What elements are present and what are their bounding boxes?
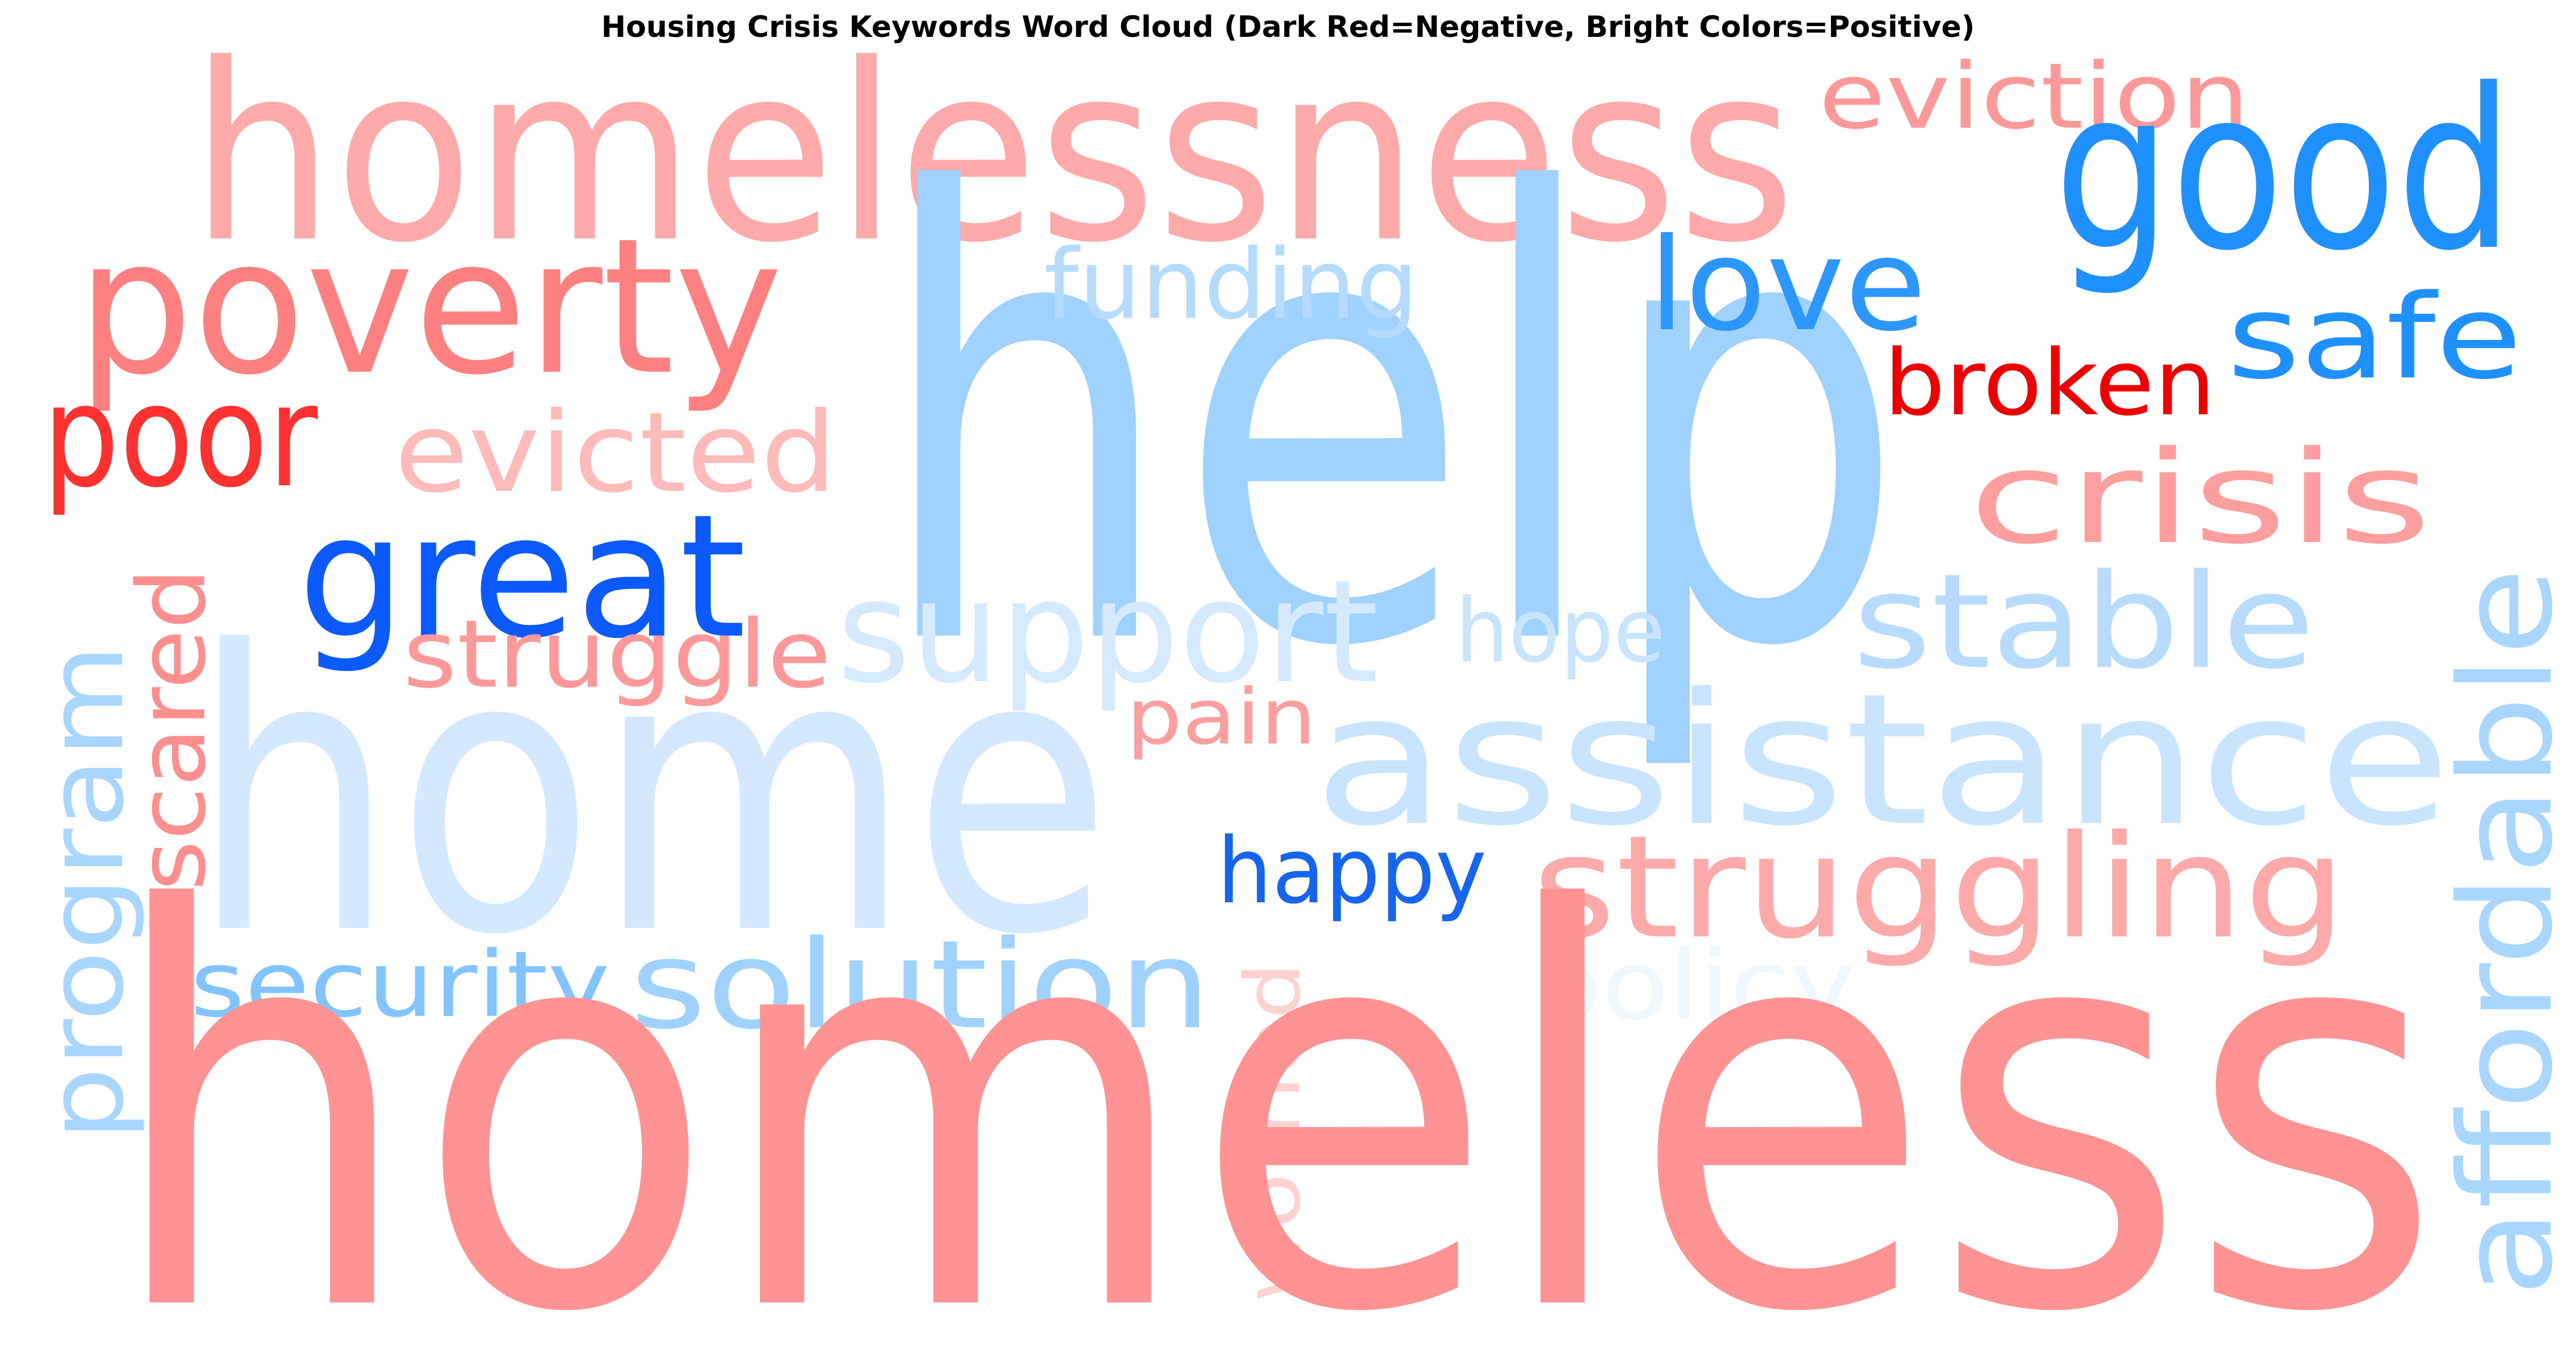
word-hope: hope <box>1455 579 1665 682</box>
word-policy: policy <box>1532 930 1855 1042</box>
word-homelessness: homelessness <box>190 12 1796 296</box>
word-broken: broken <box>1884 330 2216 436</box>
word-support: support <box>837 549 1379 714</box>
word-poverty: poverty <box>77 198 783 416</box>
word-home: home <box>190 570 1112 1019</box>
chart-title: Housing Crisis Keywords Word Cloud (Dark… <box>601 10 1975 44</box>
word-great: great <box>298 478 746 676</box>
word-crisis: crisis <box>1969 424 2431 573</box>
word-worried: worried <box>1228 962 1318 1302</box>
word-love: love <box>1648 211 1926 360</box>
word-safe: safe <box>2227 270 2522 405</box>
word-solution: solution <box>630 914 1211 1056</box>
word-good: good <box>2054 41 2514 299</box>
word-struggle: struggle <box>403 600 831 709</box>
word-help: help <box>874 67 1906 780</box>
word-security: security <box>190 931 610 1037</box>
word-funding: funding <box>1044 229 1419 341</box>
word-happy: happy <box>1217 818 1487 924</box>
word-scared: scared <box>117 568 226 891</box>
word-program: program <box>24 644 147 1141</box>
word-evicted: evicted <box>394 388 837 517</box>
word-stable: stable <box>1853 547 2315 698</box>
word-pain: pain <box>1126 672 1316 762</box>
word-eviction: eviction <box>1819 43 2250 149</box>
word-homeless: homeless <box>105 797 2443 1345</box>
word-affordable: affordable <box>2432 568 2576 1297</box>
word-poor: poor <box>43 354 318 519</box>
word-assistance: assistance <box>1314 655 2451 866</box>
word-struggling: struggling <box>1532 805 2346 970</box>
